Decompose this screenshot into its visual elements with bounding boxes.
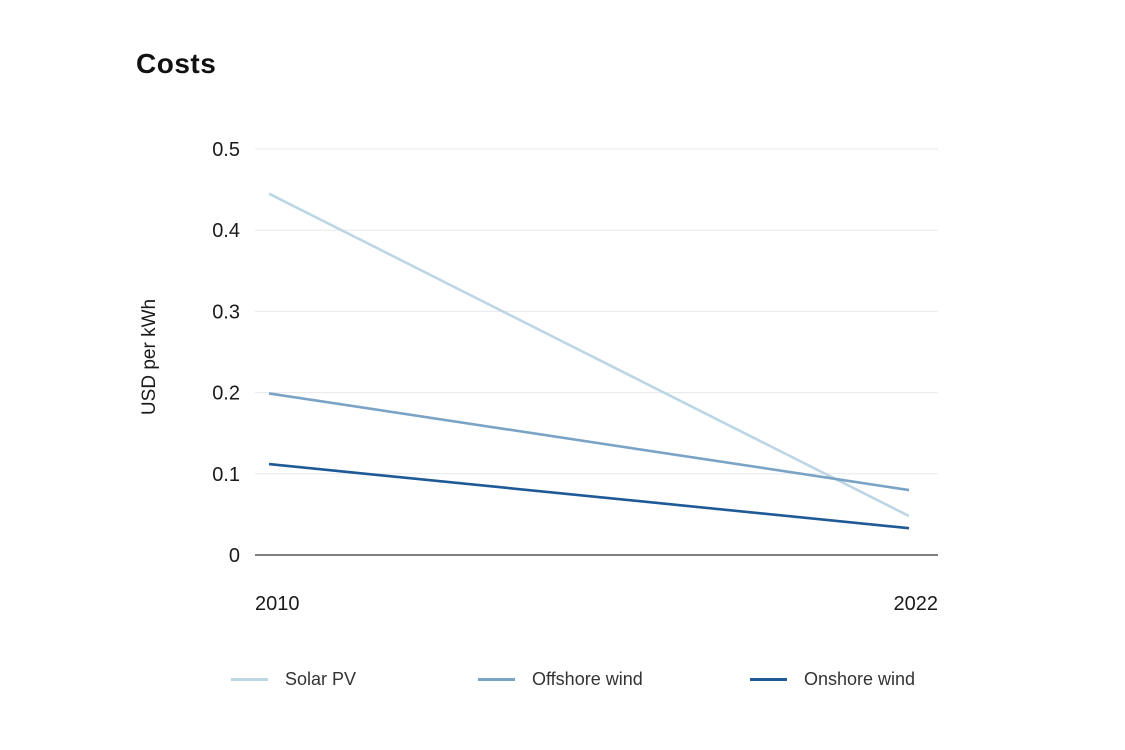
series-line-onshore-wind: [268, 462, 910, 530]
x-tick-label: 2010: [255, 593, 300, 615]
x-axis-ticks: 2010 2022: [255, 593, 938, 615]
legend: Solar PV Offshore wind Onshore wind: [0, 666, 1125, 692]
legend-item-offshore-wind: Offshore wind: [478, 666, 643, 692]
grid-lines: [255, 148, 938, 556]
x-tick-label: 2022: [894, 593, 939, 615]
y-tick-label: 0.1: [212, 464, 240, 486]
y-tick-label: 0.2: [212, 383, 240, 405]
legend-swatch: [750, 677, 787, 681]
series-line-solar-pv: [268, 192, 910, 518]
y-tick-label: 0: [229, 545, 240, 567]
y-axis-label: USD per kWh: [139, 299, 160, 415]
legend-item-onshore-wind: Onshore wind: [750, 666, 915, 692]
legend-label: Solar PV: [285, 668, 357, 689]
legend-label: Offshore wind: [532, 668, 643, 689]
y-tick-label: 0.4: [212, 220, 240, 242]
series-line-offshore-wind: [268, 392, 910, 492]
legend-item-solar-pv: Solar PV: [231, 666, 356, 692]
chart-title: Costs: [136, 48, 217, 79]
y-tick-label: 0.5: [212, 139, 240, 161]
y-axis-ticks: 0 0.1 0.2 0.3 0.4 0.5: [212, 139, 240, 567]
y-tick-label: 0.3: [212, 301, 240, 323]
legend-swatch: [478, 677, 515, 681]
series-lines: [268, 192, 910, 530]
legend-swatch: [231, 677, 268, 681]
legend-label: Onshore wind: [804, 668, 916, 689]
